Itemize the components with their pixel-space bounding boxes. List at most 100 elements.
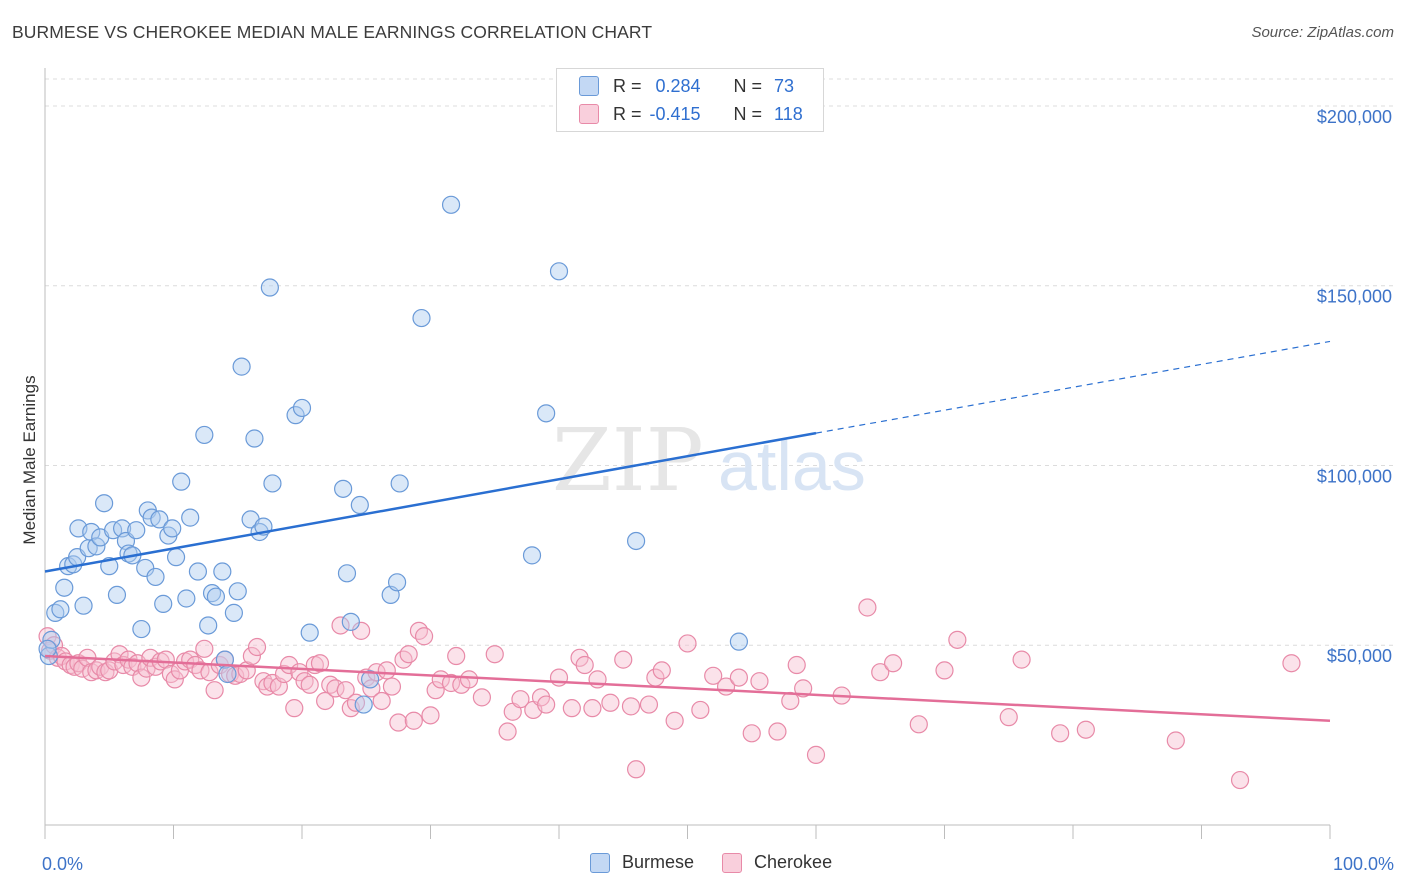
burmese-point xyxy=(729,632,749,651)
legend-label-cherokee: Cherokee xyxy=(754,852,833,872)
y-tick-label: $50,000 xyxy=(1327,646,1392,666)
burmese-point xyxy=(224,603,243,622)
burmese-trend-extension xyxy=(815,340,1331,434)
burmese-point xyxy=(387,573,407,592)
cherokee-point xyxy=(285,699,304,718)
cherokee-point xyxy=(601,693,620,712)
cherokee-point xyxy=(100,661,119,680)
cherokee-point xyxy=(247,637,267,657)
burmese-point xyxy=(334,479,353,498)
burmese-point xyxy=(263,474,282,493)
cherokee-point xyxy=(750,672,769,691)
cherokee-point xyxy=(537,695,556,714)
burmese-point xyxy=(260,278,279,297)
cherokee-point xyxy=(621,697,641,716)
cherokee-point xyxy=(310,654,330,673)
burmese-point xyxy=(218,664,237,684)
y-tick-labels: $50,000 $100,000 $150,000 $200,000 xyxy=(1317,107,1392,666)
legend-row-burmese: R = 0.284 N = 73 xyxy=(579,73,794,99)
burmese-point xyxy=(549,262,569,281)
burmese-point xyxy=(42,630,61,649)
burmese-point xyxy=(412,308,431,328)
burmese-point xyxy=(292,398,312,418)
legend-r-label: R = xyxy=(613,75,642,96)
cherokee-trend-line xyxy=(44,654,1331,722)
cherokee-point xyxy=(195,639,214,658)
cherokee-point xyxy=(614,650,633,669)
cherokee-point xyxy=(626,760,646,779)
axes xyxy=(44,68,1331,839)
burmese-point xyxy=(95,494,114,513)
cherokee-point xyxy=(768,722,787,741)
cherokee-point xyxy=(165,670,184,689)
cherokee-point xyxy=(389,713,408,732)
burmese-point xyxy=(350,495,369,515)
burmese-point xyxy=(127,521,146,540)
burmese-point xyxy=(390,474,409,493)
cherokee-point xyxy=(421,706,440,725)
cherokee-point xyxy=(948,630,967,649)
burmese-point xyxy=(55,578,74,597)
cherokee-swatch xyxy=(579,104,599,124)
legend-label-burmese: Burmese xyxy=(622,852,695,872)
burmese-point xyxy=(337,564,357,583)
burmese-point xyxy=(163,519,182,538)
burmese-point xyxy=(146,567,165,587)
cherokee-swatch xyxy=(722,852,743,873)
burmese-point xyxy=(181,508,200,527)
cherokee-point xyxy=(377,661,396,680)
burmese-point xyxy=(537,404,556,423)
cherokee-point xyxy=(459,670,479,689)
x-tick-labels: 0.0% 100.0% xyxy=(42,854,1394,874)
burmese-point xyxy=(150,510,169,529)
source-note: Source: ZipAtlas.com xyxy=(1251,24,1394,41)
y-axis-label: Median Male Earnings xyxy=(20,375,39,545)
burmese-point xyxy=(199,616,218,635)
burmese-point xyxy=(188,562,208,581)
x-tick-label: 0.0% xyxy=(42,854,83,874)
cherokee-point xyxy=(575,655,594,675)
cherokee-point xyxy=(704,666,723,685)
burmese-point xyxy=(177,589,196,608)
cherokee-point xyxy=(562,699,581,718)
cherokee-point xyxy=(1012,650,1031,669)
cherokee-point xyxy=(806,745,826,764)
y-tick-label: $200,000 xyxy=(1317,107,1392,127)
cherokee-point xyxy=(472,688,491,707)
cherokee-point xyxy=(1166,731,1185,750)
cherokee-point xyxy=(583,699,602,718)
cherokee-r-value: -0.415 xyxy=(649,103,701,124)
burmese-point xyxy=(626,531,646,551)
cherokee-point xyxy=(447,646,466,666)
burmese-point xyxy=(132,619,151,639)
cherokee-n-value: 118 xyxy=(774,103,803,124)
burmese-point xyxy=(82,522,101,542)
burmese-point xyxy=(166,548,186,567)
cherokee-point xyxy=(274,664,294,684)
cherokee-point xyxy=(678,634,697,653)
cherokee-point xyxy=(336,681,355,700)
cherokee-point xyxy=(156,650,175,669)
cherokee-point xyxy=(426,681,445,700)
cherokee-point xyxy=(331,616,350,635)
cherokee-point xyxy=(729,668,749,687)
burmese-point xyxy=(361,670,380,689)
correlation-legend: R = 0.284 N = 73 R = -0.415 N = 118 xyxy=(556,68,824,132)
cherokee-point xyxy=(372,691,391,711)
y-tick-label: $150,000 xyxy=(1317,287,1392,307)
cherokee-point xyxy=(205,681,224,700)
burmese-point xyxy=(441,195,461,214)
y-tick-label: $100,000 xyxy=(1317,466,1392,486)
legend-n-label: N = xyxy=(733,75,763,96)
cherokee-point xyxy=(909,715,928,734)
cherokee-point xyxy=(132,668,151,687)
burmese-point xyxy=(74,596,93,615)
cherokee-point xyxy=(498,722,517,741)
burmese-r-value: 0.284 xyxy=(655,75,701,96)
cherokee-point xyxy=(485,645,504,664)
burmese-trend-line xyxy=(44,431,817,573)
cherokee-point xyxy=(394,650,413,669)
cherokee-point xyxy=(742,724,761,743)
cherokee-point xyxy=(1051,724,1070,743)
